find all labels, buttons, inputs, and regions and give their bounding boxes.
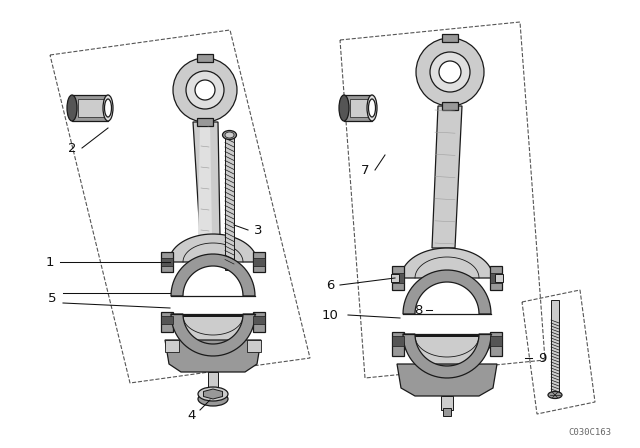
Polygon shape [403,334,491,378]
Ellipse shape [367,95,377,121]
Text: 7: 7 [361,164,369,177]
Polygon shape [169,316,257,344]
Text: 4: 4 [188,409,196,422]
Bar [490,273,502,283]
Bar [197,54,213,62]
Bar [442,102,458,110]
Bar [443,408,451,416]
Circle shape [186,71,224,109]
Polygon shape [432,106,462,248]
Ellipse shape [369,99,376,117]
Text: 9: 9 [538,352,546,365]
Bar [392,273,404,283]
Bar [161,258,173,266]
Bar [208,372,218,390]
Bar [551,300,559,395]
Bar [392,332,404,356]
Bar [350,99,372,117]
Bar [161,252,173,272]
Text: 8: 8 [414,303,422,316]
Bar [392,266,404,290]
Polygon shape [165,340,261,372]
Text: C030C163: C030C163 [568,427,611,436]
Polygon shape [401,248,493,278]
Text: 2: 2 [68,142,76,155]
Circle shape [173,58,237,122]
Bar [253,316,265,324]
Bar [490,332,502,356]
Polygon shape [401,336,493,366]
Polygon shape [403,270,491,314]
Polygon shape [193,122,220,235]
Bar [165,340,179,352]
Polygon shape [169,234,257,262]
Ellipse shape [198,387,228,401]
Ellipse shape [67,95,77,121]
Bar [392,336,404,346]
Bar [490,266,502,290]
Text: 3: 3 [253,224,262,237]
Bar [161,316,173,324]
Polygon shape [397,364,497,396]
Circle shape [195,80,215,100]
Bar [344,95,372,121]
Bar [442,34,458,42]
Bar [72,95,108,121]
Ellipse shape [339,95,349,121]
Bar [253,258,265,266]
Ellipse shape [225,132,234,138]
Polygon shape [171,314,255,356]
Bar [78,99,108,117]
Ellipse shape [223,130,237,139]
Text: 6: 6 [326,279,334,292]
Bar [253,312,265,332]
Ellipse shape [198,392,228,406]
Bar [490,336,502,346]
Bar [441,396,453,410]
Bar [247,340,261,352]
Bar [391,274,399,282]
Text: 5: 5 [48,292,56,305]
Bar [197,118,213,126]
Polygon shape [171,254,255,296]
Ellipse shape [548,392,562,399]
Ellipse shape [103,95,113,121]
Polygon shape [204,389,223,399]
Circle shape [430,52,470,92]
Text: 10: 10 [321,309,339,322]
Bar [495,274,503,282]
Circle shape [416,38,484,106]
Ellipse shape [207,391,219,397]
Text: 1: 1 [45,255,54,268]
Circle shape [439,61,461,83]
Bar [253,252,265,272]
Bar [161,312,173,332]
Bar [225,135,234,270]
Polygon shape [198,122,212,235]
Ellipse shape [104,99,111,117]
